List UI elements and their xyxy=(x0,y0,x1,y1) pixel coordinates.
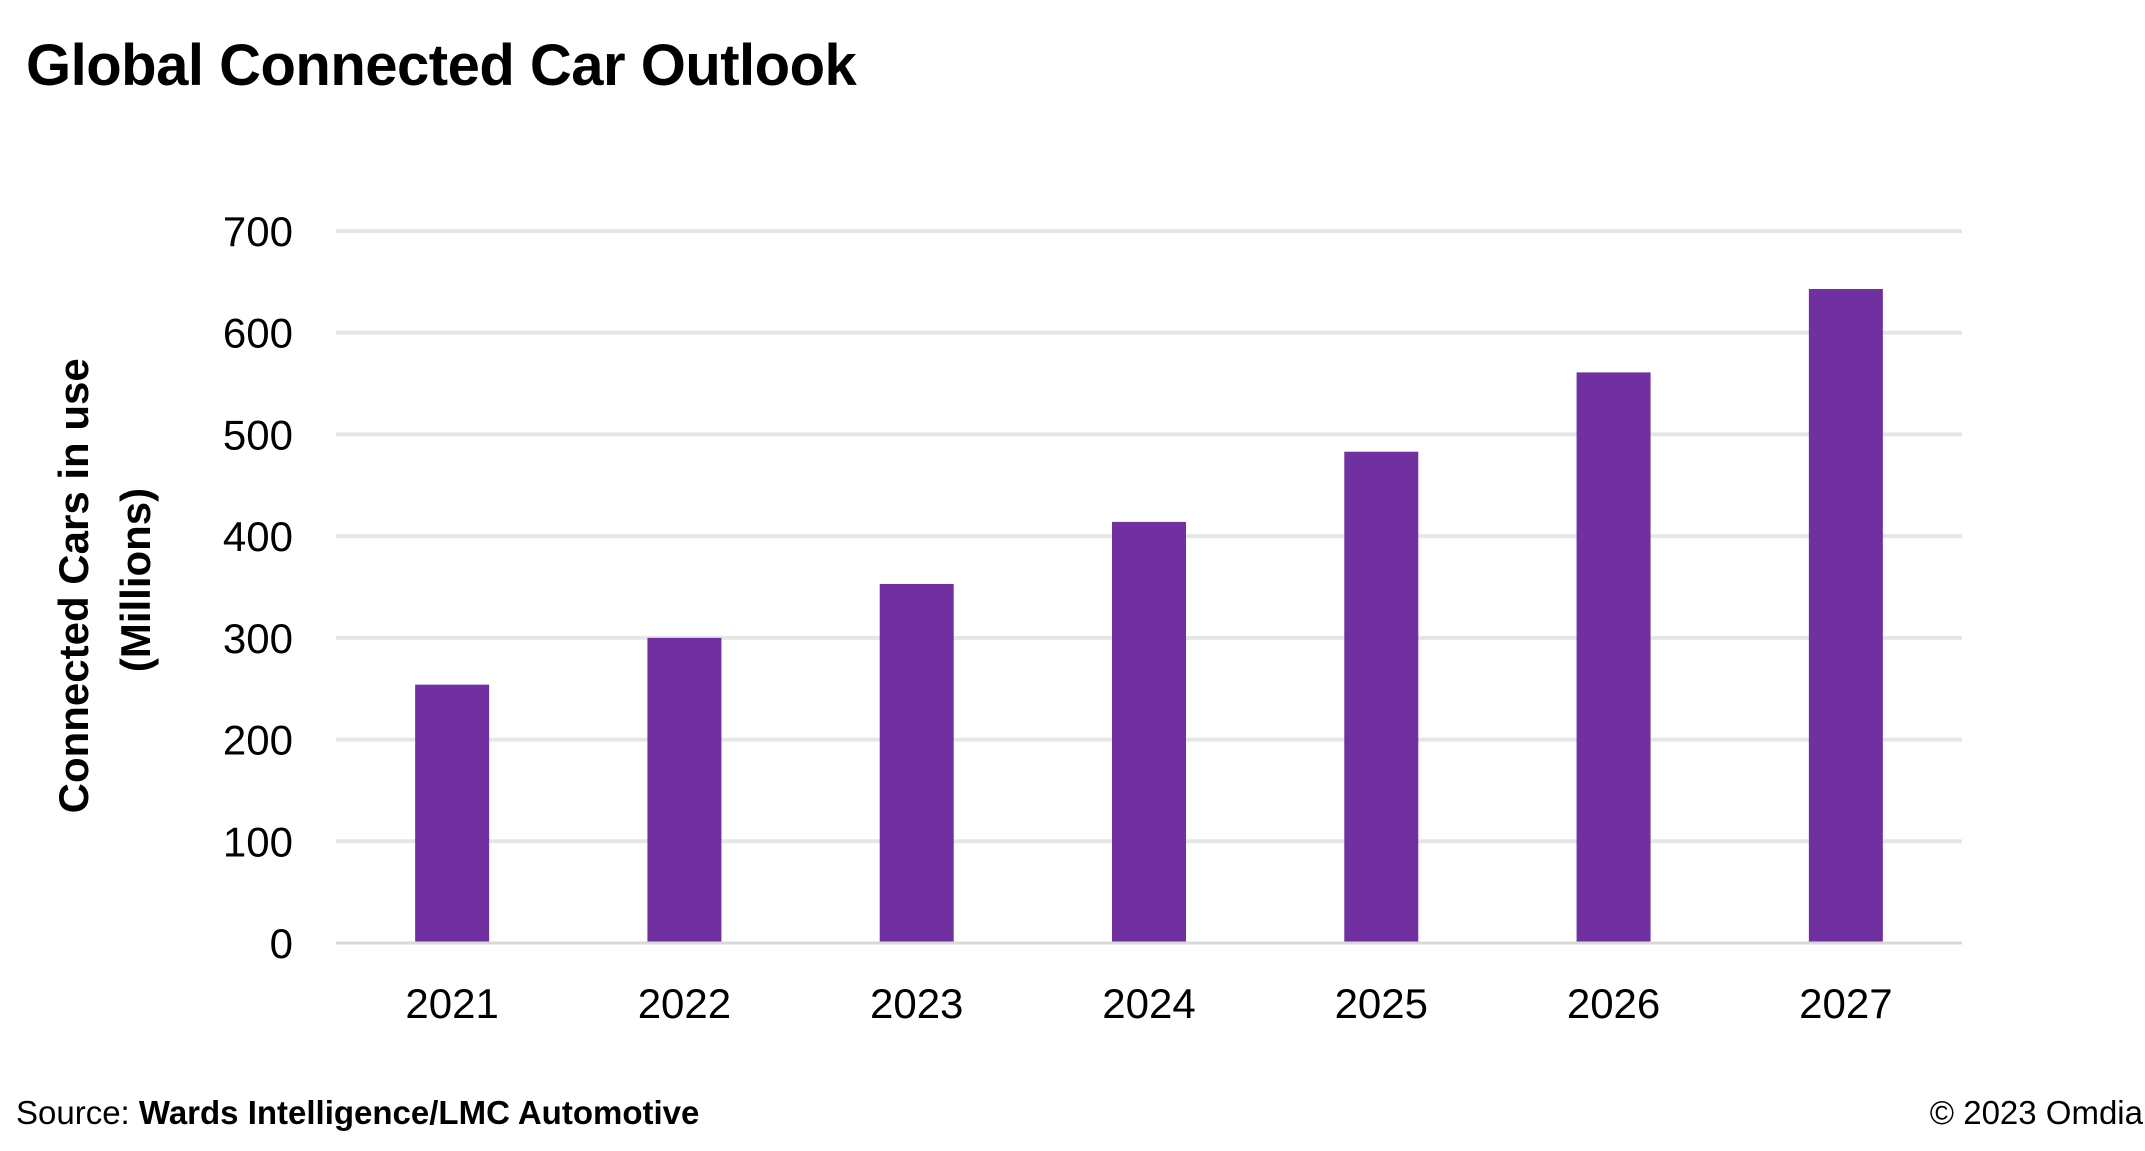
y-tick-label: 400 xyxy=(223,513,293,560)
y-tick-label: 600 xyxy=(223,310,293,357)
bar-2022 xyxy=(647,637,722,943)
y-axis-title-line-1: Connected Cars in use xyxy=(50,358,97,813)
y-tick-label: 300 xyxy=(223,615,293,662)
x-tick-label: 2023 xyxy=(870,980,963,1027)
y-tick-label: 200 xyxy=(223,717,293,764)
bar-2021 xyxy=(415,684,490,943)
y-tick-label: 0 xyxy=(270,920,293,967)
x-tick-label: 2022 xyxy=(638,980,731,1027)
y-axis-title: Connected Cars in use (Millions) xyxy=(50,347,159,814)
bar-2024 xyxy=(1112,521,1186,943)
y-axis-title-line-2: (Millions) xyxy=(112,488,159,672)
bars xyxy=(415,288,1883,944)
y-tick-label: 500 xyxy=(223,411,293,458)
x-tick-labels: 2021 2022 2023 2024 2025 2026 2027 xyxy=(405,980,1892,1027)
y-tick-labels: 0 100 200 300 400 500 600 700 xyxy=(223,208,293,967)
copyright-note: © 2023 Omdia xyxy=(1929,1094,2143,1131)
bar-2027 xyxy=(1808,288,1883,943)
source-note: Source: Wards Intelligence/LMC Automotiv… xyxy=(16,1094,699,1132)
source-label: Source: xyxy=(16,1094,130,1131)
x-tick-label: 2025 xyxy=(1335,980,1428,1027)
source-name: Wards Intelligence/LMC Automotive xyxy=(138,1094,700,1131)
x-tick-label: 2024 xyxy=(1102,980,1195,1027)
x-tick-label: 2027 xyxy=(1799,980,1892,1027)
x-tick-label: 2021 xyxy=(405,980,498,1027)
bar-2023 xyxy=(879,583,954,943)
bar-2026 xyxy=(1576,372,1651,944)
y-tick-label: 700 xyxy=(223,208,293,255)
bar-2025 xyxy=(1344,451,1419,943)
y-tick-label: 100 xyxy=(223,818,293,865)
x-tick-label: 2026 xyxy=(1567,980,1660,1027)
chart-title: Global Connected Car Outlook xyxy=(26,33,857,98)
